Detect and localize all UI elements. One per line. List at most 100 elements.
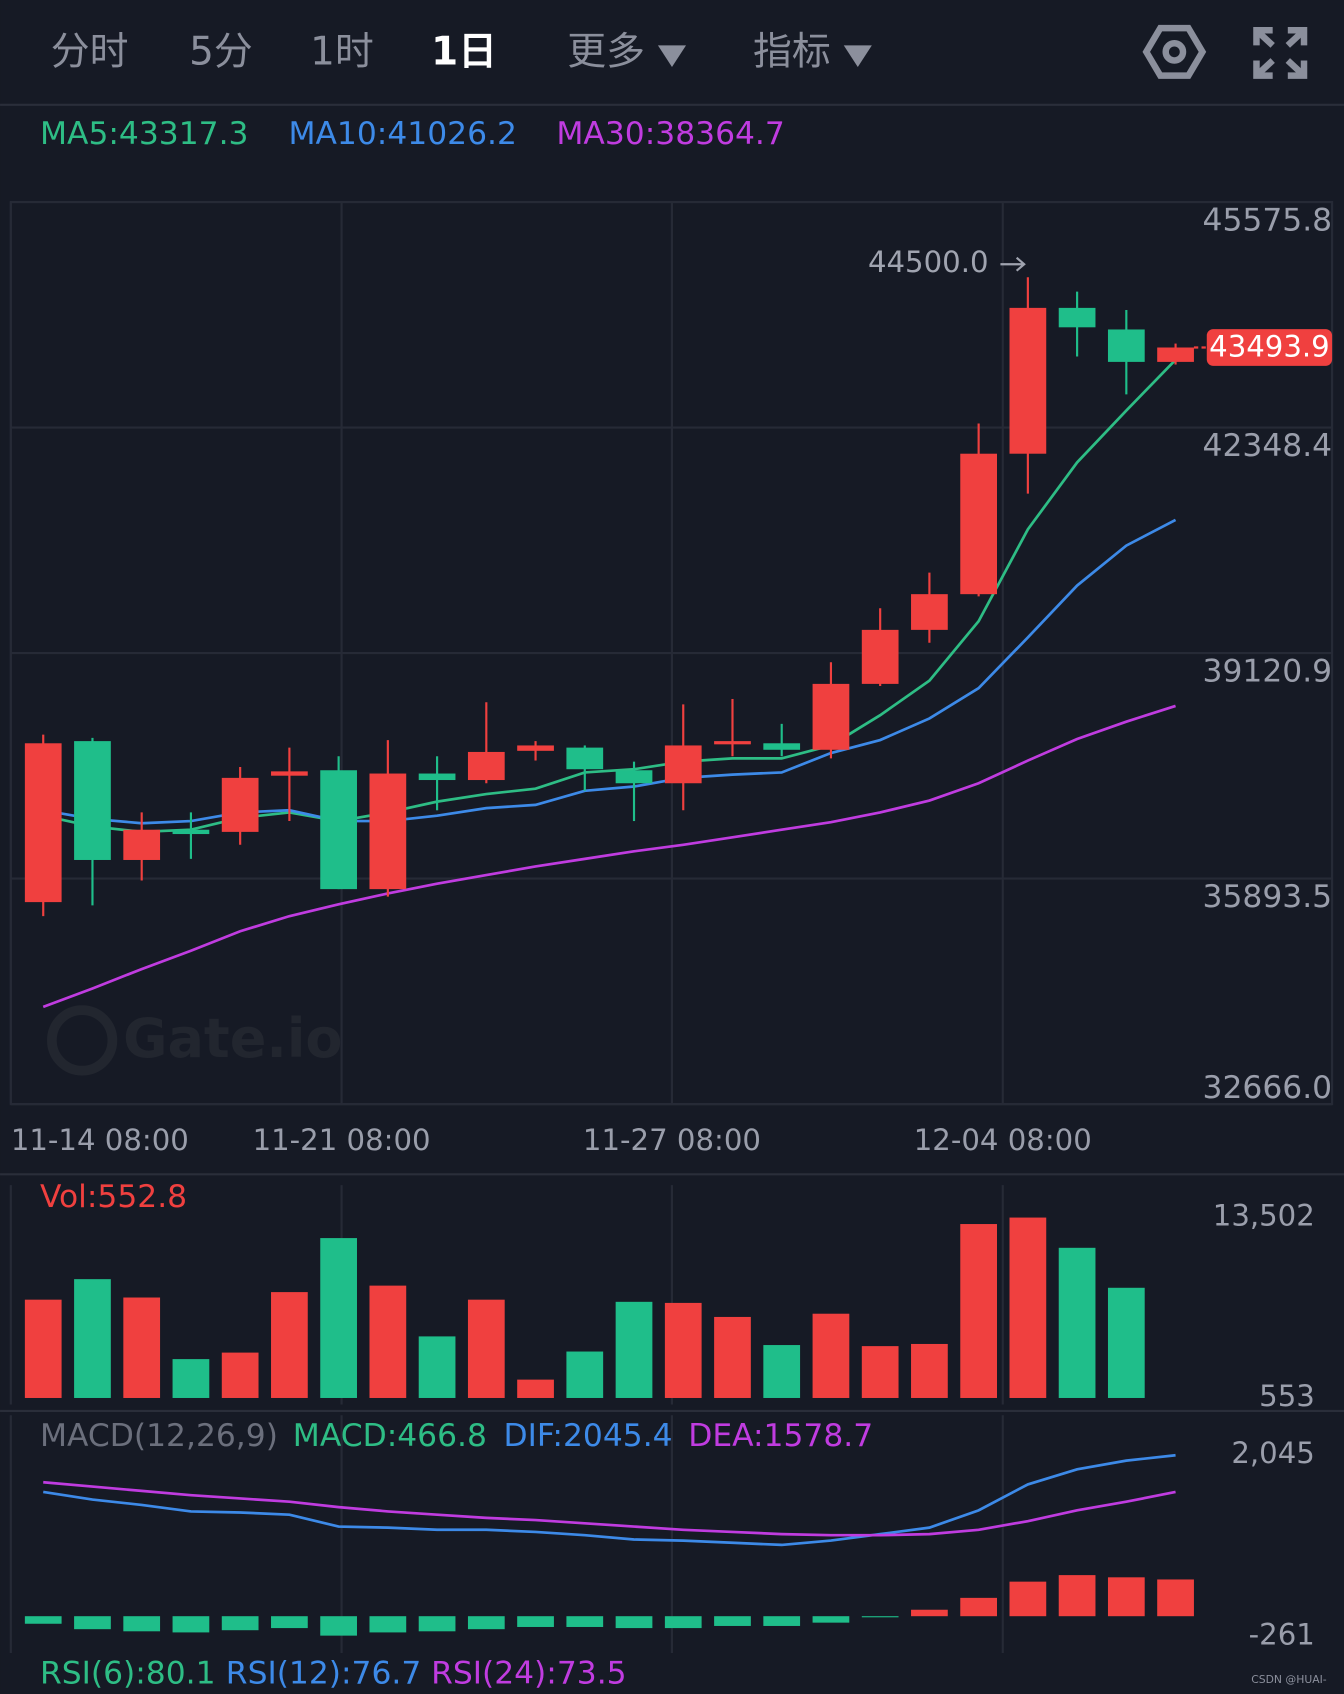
volume-bar [172, 1359, 210, 1398]
candle-body [960, 453, 998, 595]
macd-bar [861, 1616, 899, 1618]
volume-bar [861, 1346, 899, 1398]
macd-bar [714, 1616, 751, 1626]
last-price-label: 43493.9 [1209, 330, 1330, 364]
y-tick-label: 2,045 [1231, 1436, 1314, 1470]
volume-bar [517, 1379, 554, 1398]
volume-bar [418, 1336, 456, 1398]
macd-bar [221, 1616, 259, 1631]
volume-bar [664, 1302, 702, 1398]
tab[interactable]: 5分 [189, 30, 253, 75]
volume-bar [1009, 1217, 1047, 1398]
candle-body [1157, 347, 1194, 362]
legend-entry: RSI(12):76.7 [226, 1656, 422, 1692]
legend-entry: MACD:466.8 [293, 1418, 487, 1454]
volume-bar [1107, 1287, 1145, 1398]
macd-bar [24, 1616, 62, 1624]
volume-bar [74, 1279, 111, 1398]
tab[interactable]: 分时 [51, 30, 129, 75]
candle-body [517, 745, 554, 751]
macd-bar [369, 1616, 407, 1633]
legend-entry: RSI(24):73.5 [431, 1656, 627, 1692]
y-tick-label: 39120.9 [1203, 654, 1333, 690]
macd-bar [271, 1616, 308, 1629]
macd-bar [1157, 1579, 1194, 1617]
legend-entry: MA5:43317.3 [40, 116, 248, 152]
indicator-line [43, 1453, 1176, 1547]
y-tick-label: 32666.0 [1203, 1070, 1333, 1106]
candle-body [1107, 329, 1145, 362]
tab[interactable]: 1时 [310, 30, 374, 75]
indicator-title: MACD(12,26,9) [40, 1418, 278, 1454]
volume-bar [1058, 1247, 1096, 1398]
fullscreen-icon[interactable] [1253, 27, 1308, 79]
macd-bar [320, 1616, 357, 1636]
watermark-logo [47, 1005, 118, 1076]
candle-body [320, 770, 357, 890]
dropdown-arrow [657, 45, 687, 67]
volume-bar [812, 1313, 850, 1398]
y-tick-label: -261 [1249, 1618, 1315, 1652]
volume-bar [369, 1285, 407, 1398]
candle-body [861, 629, 899, 684]
volume-bar [960, 1224, 998, 1398]
candle-body [467, 751, 505, 781]
macd-bar [123, 1616, 161, 1632]
x-tick-label: 11-27 08:00 [583, 1123, 761, 1157]
macd-bar [566, 1616, 604, 1627]
indicator-line [42, 704, 1176, 1009]
legend-entry: MA10:41026.2 [288, 116, 516, 152]
volume-bar [763, 1345, 801, 1398]
candle-body [664, 745, 702, 784]
candle-body [221, 777, 259, 832]
y-tick-label: 35893.5 [1203, 879, 1333, 915]
tab[interactable]: 1日 [431, 30, 497, 75]
indicator-line [43, 1480, 1176, 1537]
candle-body [172, 829, 210, 835]
candle-body [763, 743, 801, 750]
volume-bar [271, 1292, 308, 1398]
watermark: Gate.io [123, 1007, 342, 1070]
volume-bar [24, 1299, 62, 1398]
legend-entry: DIF:2045.4 [503, 1418, 672, 1454]
volume-bar [615, 1301, 653, 1398]
candle-body [1009, 307, 1047, 454]
tab[interactable]: 更多 [567, 30, 645, 75]
y-tick-label: 42348.4 [1203, 428, 1333, 464]
candle-body [1058, 307, 1096, 328]
settings-icon[interactable] [1142, 24, 1207, 79]
y-tick-label: 553 [1259, 1379, 1315, 1413]
macd-bar [911, 1609, 948, 1617]
volume-bar [911, 1343, 948, 1398]
candle-body [74, 741, 111, 860]
candle-body [566, 747, 604, 770]
credit: CSDN @HUAI- [1251, 1673, 1327, 1686]
candle-body [714, 741, 751, 745]
legend-entry: RSI(6):80.1 [40, 1656, 216, 1692]
macd-bar [664, 1616, 702, 1629]
tab[interactable]: 指标 [753, 30, 831, 75]
macd-bar [1058, 1575, 1096, 1617]
macd-bar [172, 1616, 210, 1633]
y-tick-label: 45575.8 [1203, 202, 1333, 238]
macd-bar [1009, 1581, 1047, 1617]
volume-bar [123, 1297, 161, 1398]
x-tick-label: 11-14 08:00 [11, 1123, 189, 1157]
high-annotation: 44500.0 [868, 245, 989, 279]
candle-body [615, 770, 653, 784]
x-tick-label: 11-21 08:00 [253, 1123, 431, 1157]
candle-body [271, 771, 308, 776]
y-tick-label: 13,502 [1213, 1199, 1315, 1233]
macd-bar [960, 1597, 998, 1617]
candle-body [812, 683, 850, 750]
legend-entry: MA30:38364.7 [556, 116, 784, 152]
macd-bar [812, 1616, 850, 1623]
candle-body [369, 773, 407, 890]
macd-bar [467, 1616, 505, 1630]
annotation-arrow [1000, 256, 1026, 272]
volume-bar [221, 1352, 259, 1398]
macd-bar [615, 1616, 653, 1629]
x-tick-label: 12-04 08:00 [914, 1123, 1092, 1157]
candle-body [123, 829, 161, 860]
